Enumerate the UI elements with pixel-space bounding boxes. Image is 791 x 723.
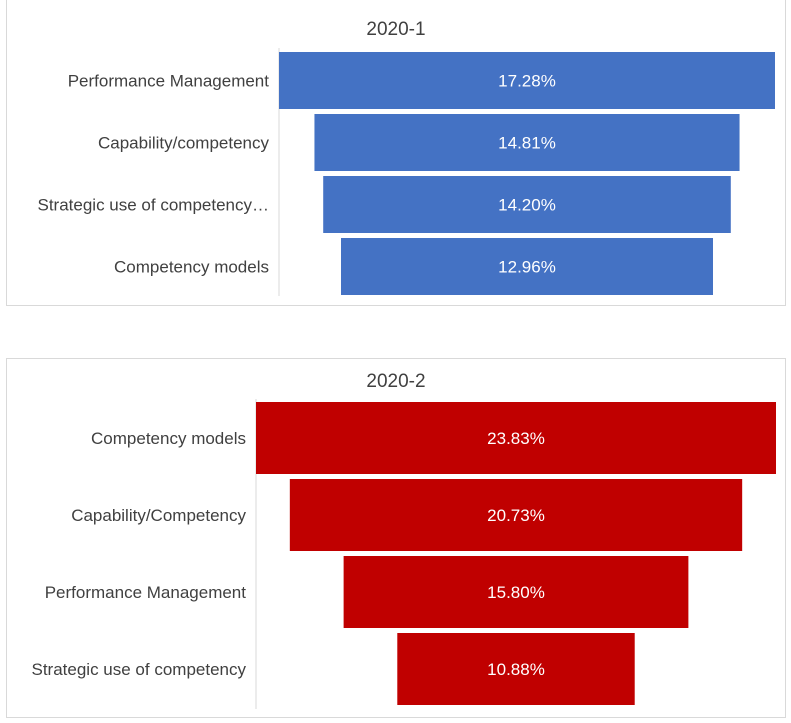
chart2-value-label-1: 23.83% bbox=[487, 429, 545, 448]
chart2-category-label-3: Performance Management bbox=[45, 583, 247, 602]
chart1-value-label-1: 17.28% bbox=[498, 72, 556, 91]
funnel-chart-2020-1: 2020-1 17.28% Performance Management 14.81%… bbox=[6, 0, 786, 306]
chart1-bar-1 bbox=[279, 52, 775, 109]
funnel-chart-2020-1-svg: 2020-1 17.28% Performance Management 14.81%… bbox=[37, 19, 775, 296]
chart1-category-label-2: Capability/competency bbox=[98, 134, 270, 153]
chart2-bar-4 bbox=[397, 633, 635, 705]
chart2-title: 2020-2 bbox=[366, 371, 425, 392]
chart2-category-label-4: Strategic use of competency bbox=[31, 660, 246, 679]
chart2-category-label-1: Competency models bbox=[91, 429, 246, 448]
chart1-value-label-4: 12.96% bbox=[498, 258, 556, 277]
chart2-bar-2 bbox=[289, 479, 743, 551]
chart2-value-label-3: 15.80% bbox=[487, 583, 545, 602]
chart1-bar-4 bbox=[341, 238, 713, 295]
chart1-category-label-3: Strategic use of competency… bbox=[37, 196, 269, 215]
chart2-category-label-2: Capability/Competency bbox=[71, 506, 246, 525]
chart2-value-label-2: 20.73% bbox=[487, 506, 545, 525]
chart1-category-label-1: Performance Management bbox=[68, 72, 270, 91]
chart2-bar-3 bbox=[343, 556, 689, 628]
funnel-chart-2020-2: 2020-2 23.83% Competency models 20.73% Capab… bbox=[6, 358, 786, 718]
chart2-value-label-4: 10.88% bbox=[487, 660, 545, 679]
chart2-bar-1 bbox=[256, 402, 776, 474]
chart1-bar-2 bbox=[314, 114, 740, 171]
chart1-category-label-4: Competency models bbox=[114, 258, 269, 277]
chart1-bar-3 bbox=[323, 176, 731, 233]
chart1-value-label-2: 14.81% bbox=[498, 134, 556, 153]
chart1-value-label-3: 14.20% bbox=[498, 196, 556, 215]
chart1-title: 2020-1 bbox=[366, 19, 425, 40]
funnel-chart-2020-2-svg: 2020-2 23.83% Competency models 20.73% Capab… bbox=[31, 371, 776, 709]
